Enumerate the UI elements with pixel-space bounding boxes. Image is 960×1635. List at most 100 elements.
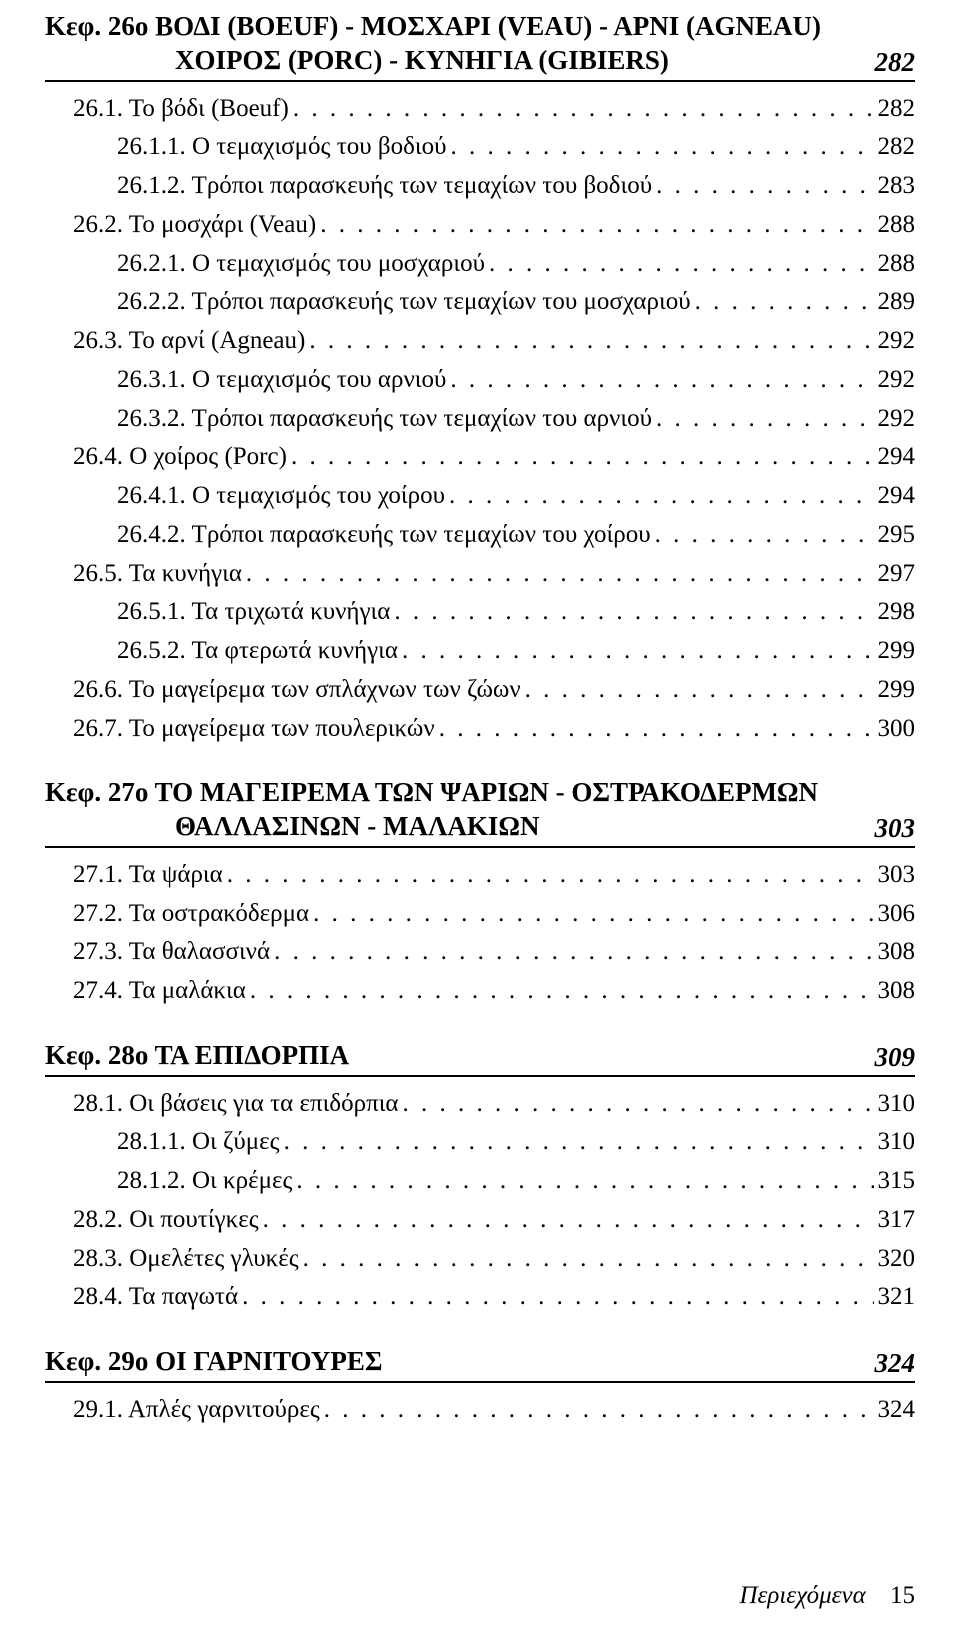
toc-leaders: . . . . . . . . . . . . . . . . . . . . …	[390, 593, 873, 632]
toc-leaders: . . . . . . . . . . . . . . . . . . . . …	[652, 167, 873, 206]
toc-row: 26.7. Το μαγείρεμα των πουλερικών. . . .…	[45, 710, 915, 749]
toc-entry-page: 288	[874, 245, 916, 284]
toc-row: 26.2.1. Ο τεμαχισμός του μοσχαριού. . . …	[45, 245, 915, 284]
toc-entry-page: 310	[874, 1123, 916, 1162]
toc-entry-page: 308	[874, 972, 916, 1011]
toc-entry-page: 308	[874, 933, 916, 972]
chapter-header: Κεφ. 27ο ΤΟ ΜΑΓΕΙΡΕΜΑ ΤΩΝ ΨΑΡΙΩΝ - ΟΣΤΡΑ…	[45, 776, 915, 848]
toc-leaders: . . . . . . . . . . . . . . . . . . . . …	[446, 128, 873, 167]
toc-entry-label: 26.3.1. Ο τεμαχισμός του αρνιού	[117, 361, 446, 400]
toc-row: 26.4.2. Τρόποι παρασκευής των τεμαχίων τ…	[45, 516, 915, 555]
toc-entry-label: 26.5.2. Τα φτερωτά κυνήγια	[117, 632, 398, 671]
toc-entry-page: 282	[874, 128, 916, 167]
toc-row: 26.4.1. Ο τεμαχισμός του χοίρου. . . . .…	[45, 477, 915, 516]
toc-entry-label: 29.1. Απλές γαρνιτούρες	[73, 1391, 320, 1430]
toc-leaders: . . . . . . . . . . . . . . . . . . . . …	[246, 972, 874, 1011]
toc-row: 26.4. Ο χοίρος (Porc). . . . . . . . . .…	[45, 438, 915, 477]
toc-entry-label: 26.1.1. Ο τεμαχισμός του βοδιού	[117, 128, 446, 167]
toc-entry-page: 298	[874, 593, 916, 632]
toc-leaders: . . . . . . . . . . . . . . . . . . . . …	[485, 245, 874, 284]
toc-leaders: . . . . . . . . . . . . . . . . . . . . …	[445, 477, 873, 516]
chapters-list: Κεφ. 26ο ΒΟΔΙ (BOEUF) - ΜΟΣΧΑΡΙ (VEAU) -…	[45, 10, 915, 1430]
toc-row: 28.1.1. Οι ζύμες. . . . . . . . . . . . …	[45, 1123, 915, 1162]
chapter-block: Κεφ. 26ο ΒΟΔΙ (BOEUF) - ΜΟΣΧΑΡΙ (VEAU) -…	[45, 10, 915, 748]
toc-entry-label: 26.5. Τα κυνήγια	[73, 555, 242, 594]
toc-row: 29.1. Απλές γαρνιτούρες. . . . . . . . .…	[45, 1391, 915, 1430]
toc-entry-label: 26.2. Το μοσχάρι (Veau)	[73, 206, 316, 245]
toc-row: 26.5.1. Τα τριχωτά κυνήγια. . . . . . . …	[45, 593, 915, 632]
chapter-title: Κεφ. 26ο ΒΟΔΙ (BOEUF) - ΜΟΣΧΑΡΙ (VEAU) -…	[45, 10, 863, 78]
toc-leaders: . . . . . . . . . . . . . . . . . . . . …	[652, 400, 874, 439]
chapter-header: Κεφ. 29ο ΟΙ ΓΑΡΝΙΤΟΥΡΕΣ324	[45, 1345, 915, 1383]
toc-entry-page: 294	[874, 477, 916, 516]
toc-entry-label: 28.1. Οι βάσεις για τα επιδόρπια	[73, 1085, 399, 1124]
chapter-header: Κεφ. 26ο ΒΟΔΙ (BOEUF) - ΜΟΣΧΑΡΙ (VEAU) -…	[45, 10, 915, 82]
toc-row: 28.1.2. Οι κρέμες. . . . . . . . . . . .…	[45, 1162, 915, 1201]
toc-row: 28.4. Τα παγωτά. . . . . . . . . . . . .…	[45, 1278, 915, 1317]
chapter-header: Κεφ. 28ο ΤΑ ΕΠΙΔΟΡΠΙΑ309	[45, 1039, 915, 1077]
chapter-title: Κεφ. 29ο ΟΙ ΓΑΡΝΙΤΟΥΡΕΣ	[45, 1345, 863, 1379]
toc-entry-label: 27.4. Τα μαλάκια	[73, 972, 246, 1011]
toc-row: 26.1.2. Τρόποι παρασκευής των τεμαχίων τ…	[45, 167, 915, 206]
toc-entry-label: 26.1. Το βόδι (Boeuf)	[73, 90, 289, 129]
toc-entry-page: 310	[874, 1085, 916, 1124]
toc-row: 26.3. Το αρνί (Agneau). . . . . . . . . …	[45, 322, 915, 361]
toc-leaders: . . . . . . . . . . . . . . . . . . . . …	[320, 1391, 874, 1430]
toc-leaders: . . . . . . . . . . . . . . . . . . . . …	[446, 361, 873, 400]
toc-leaders: . . . . . . . . . . . . . . . . . . . . …	[651, 516, 874, 555]
chapter-block: Κεφ. 27ο ΤΟ ΜΑΓΕΙΡΕΜΑ ΤΩΝ ΨΑΡΙΩΝ - ΟΣΤΡΑ…	[45, 776, 915, 1011]
toc-entry-label: 26.4.1. Ο τεμαχισμός του χοίρου	[117, 477, 445, 516]
chapter-page-number: 303	[863, 813, 916, 844]
toc-leaders: . . . . . . . . . . . . . . . . . . . . …	[691, 283, 874, 322]
toc-leaders: . . . . . . . . . . . . . . . . . . . . …	[399, 1085, 874, 1124]
toc-row: 28.2. Οι πουτίγκες. . . . . . . . . . . …	[45, 1201, 915, 1240]
toc-row: 26.5.2. Τα φτερωτά κυνήγια. . . . . . . …	[45, 632, 915, 671]
toc-leaders: . . . . . . . . . . . . . . . . . . . . …	[316, 206, 873, 245]
toc-leaders: . . . . . . . . . . . . . . . . . . . . …	[398, 632, 874, 671]
toc-entry-label: 28.1.2. Οι κρέμες	[117, 1162, 292, 1201]
chapter-page-number: 282	[863, 47, 916, 78]
toc-entry-label: 26.3. Το αρνί (Agneau)	[73, 322, 305, 361]
toc-entry-label: 26.6. Το μαγείρεμα των σπλάχνων των ζώων	[73, 671, 521, 710]
toc-entry-label: 26.1.2. Τρόποι παρασκευής των τεμαχίων τ…	[117, 167, 652, 206]
toc-row: 26.2.2. Τρόποι παρασκευής των τεμαχίων τ…	[45, 283, 915, 322]
toc-page: Κεφ. 26ο ΒΟΔΙ (BOEUF) - ΜΟΣΧΑΡΙ (VEAU) -…	[0, 0, 960, 1635]
toc-leaders: . . . . . . . . . . . . . . . . . . . . …	[238, 1278, 873, 1317]
toc-row: 26.1. Το βόδι (Boeuf). . . . . . . . . .…	[45, 90, 915, 129]
toc-entry-label: 28.1.1. Οι ζύμες	[117, 1123, 280, 1162]
toc-entry-label: 26.7. Το μαγείρεμα των πουλερικών	[73, 710, 435, 749]
chapter-title: Κεφ. 28ο ΤΑ ΕΠΙΔΟΡΠΙΑ	[45, 1039, 863, 1073]
toc-entry-page: 289	[874, 283, 916, 322]
toc-leaders: . . . . . . . . . . . . . . . . . . . . …	[242, 555, 874, 594]
toc-entry-label: 27.2. Τα οστρακόδερμα	[73, 895, 309, 934]
toc-entry-page: 303	[874, 856, 916, 895]
chapter-block: Κεφ. 29ο ΟΙ ΓΑΡΝΙΤΟΥΡΕΣ324 29.1. Απλές γα…	[45, 1345, 915, 1430]
toc-row: 26.2. Το μοσχάρι (Veau). . . . . . . . .…	[45, 206, 915, 245]
toc-entry-page: 292	[874, 361, 916, 400]
toc-leaders: . . . . . . . . . . . . . . . . . . . . …	[292, 1162, 873, 1201]
toc-entry-page: 295	[874, 516, 916, 555]
toc-row: 27.3. Τα θαλασσινά. . . . . . . . . . . …	[45, 933, 915, 972]
toc-entry-page: 292	[874, 400, 916, 439]
toc-entry-page: 321	[874, 1278, 916, 1317]
toc-entry-label: 26.4. Ο χοίρος (Porc)	[73, 438, 287, 477]
toc-entry-label: 28.3. Ομελέτες γλυκές	[73, 1240, 299, 1279]
toc-leaders: . . . . . . . . . . . . . . . . . . . . …	[259, 1201, 874, 1240]
toc-entry-label: 27.1. Τα ψάρια	[73, 856, 223, 895]
toc-entry-label: 28.4. Τα παγωτά	[73, 1278, 238, 1317]
page-footer: Περιεχόμενα 15	[739, 1582, 915, 1610]
toc-row: 27.4. Τα μαλάκια. . . . . . . . . . . . …	[45, 972, 915, 1011]
toc-entry-label: 26.2.2. Τρόποι παρασκευής των τεμαχίων τ…	[117, 283, 691, 322]
toc-entry-page: 320	[874, 1240, 916, 1279]
footer-page-number: 15	[890, 1582, 915, 1609]
toc-entry-label: 28.2. Οι πουτίγκες	[73, 1201, 259, 1240]
toc-entry-page: 282	[874, 90, 916, 129]
toc-entry-label: 27.3. Τα θαλασσινά	[73, 933, 270, 972]
toc-row: 26.6. Το μαγείρεμα των σπλάχνων των ζώων…	[45, 671, 915, 710]
toc-leaders: . . . . . . . . . . . . . . . . . . . . …	[270, 933, 873, 972]
toc-entry-page: 315	[874, 1162, 916, 1201]
toc-entry-page: 288	[874, 206, 916, 245]
toc-entry-page: 300	[874, 710, 916, 749]
toc-entry-page: 283	[874, 167, 916, 206]
toc-row: 28.3. Ομελέτες γλυκές. . . . . . . . . .…	[45, 1240, 915, 1279]
